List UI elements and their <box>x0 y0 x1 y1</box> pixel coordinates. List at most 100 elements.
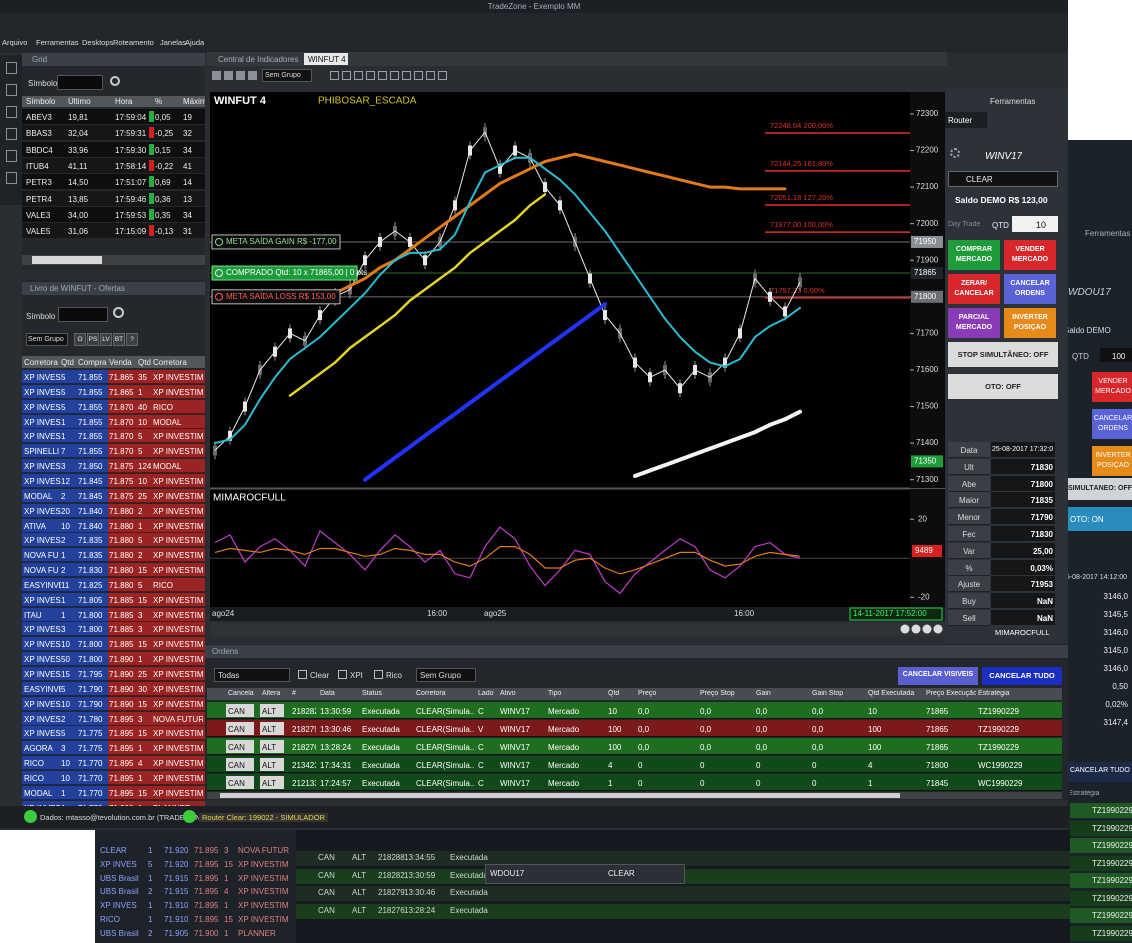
toolbar-icon[interactable] <box>6 62 17 74</box>
order-cell[interactable]: ALT <box>262 779 288 789</box>
symbol-input[interactable] <box>58 307 108 322</box>
order-cell[interactable]: ALT <box>262 707 288 717</box>
order-button-label[interactable]: POSIÇÃO <box>1004 324 1056 332</box>
back-book-cell: 71.920 <box>164 846 188 856</box>
order-button[interactable] <box>948 274 1000 304</box>
menu-item[interactable]: Ajuda <box>185 38 204 47</box>
order-cell[interactable]: CAN <box>228 707 258 717</box>
chart-tab[interactable]: Central de Indicadores <box>214 55 303 65</box>
order-button-label[interactable]: CANCELAR <box>1004 280 1056 288</box>
order-button-label[interactable]: COMPRAR <box>948 246 1000 254</box>
book-cell: 71.885 <box>109 640 137 650</box>
order-button-label[interactable]: VENDER <box>1004 246 1056 254</box>
router-tab-label[interactable]: Router <box>948 116 972 126</box>
menu-item[interactable]: Arquivo <box>2 38 27 47</box>
order-cell[interactable]: ALT <box>262 743 288 753</box>
order-button-label[interactable]: MERCADO <box>1004 256 1056 264</box>
order-cell: TZ1990229 <box>978 743 1058 753</box>
order-button-label[interactable]: MERCADO <box>948 256 1000 264</box>
back-button[interactable] <box>1092 372 1132 402</box>
toolbar-icon[interactable] <box>6 150 17 162</box>
search-icon[interactable] <box>113 307 124 318</box>
book-cell: 71.890 <box>109 655 137 665</box>
chart-tab[interactable]: WINFUT 4 <box>308 55 346 65</box>
back-button[interactable] <box>1092 409 1132 439</box>
qty-value: 10 <box>1030 220 1046 231</box>
order-cell[interactable]: ALT <box>262 761 288 771</box>
tool-icon[interactable] <box>212 71 221 80</box>
tool-icon[interactable] <box>224 71 233 80</box>
order-button-label[interactable]: ZERAR/ <box>948 280 1000 288</box>
tool-icon[interactable] <box>438 71 447 80</box>
tool-icon[interactable] <box>390 71 399 80</box>
back-button[interactable] <box>1092 446 1132 476</box>
book-cell: 3 <box>61 462 77 472</box>
order-button-label[interactable]: CANCELAR <box>948 290 1000 298</box>
info-label: Data <box>950 446 988 456</box>
tool-icon[interactable] <box>354 71 363 80</box>
menu-item[interactable]: Janelas <box>160 38 186 47</box>
tool-icon[interactable] <box>342 71 351 80</box>
order-cell: 218276 <box>292 743 316 753</box>
toolbar-icon[interactable] <box>6 84 17 96</box>
order-cell[interactable]: CAN <box>228 743 258 753</box>
tool-icon[interactable] <box>426 71 435 80</box>
nav-button[interactable] <box>934 625 943 634</box>
checkbox-label[interactable]: Clear <box>310 671 329 681</box>
order-cell[interactable]: ALT <box>262 725 288 735</box>
nav-button[interactable] <box>901 625 910 634</box>
symbol-input[interactable] <box>57 75 103 90</box>
tool-icon[interactable] <box>414 71 423 80</box>
toolbar-icon[interactable] <box>6 106 17 118</box>
order-button-label[interactable]: MERCADO <box>948 324 1000 332</box>
back-book-cell: 71.915 <box>164 874 188 884</box>
broker-select[interactable] <box>948 171 1058 187</box>
balance: Saldo DEMO R$ 123,00 <box>955 195 1048 205</box>
cancel-visible-label[interactable]: CANCELAR VISÍVEIS <box>898 671 978 679</box>
toolbar-icon[interactable] <box>6 128 17 140</box>
book-cell: 5 <box>138 536 153 546</box>
checkbox[interactable] <box>298 670 307 679</box>
checkbox[interactable] <box>338 670 347 679</box>
tool-icon[interactable] <box>402 71 411 80</box>
tool-icon[interactable] <box>248 71 257 80</box>
checkbox[interactable] <box>374 670 383 679</box>
sub-plot-area <box>210 490 910 607</box>
tool-icon[interactable] <box>330 71 339 80</box>
book-cell: XP INVESTIM <box>153 759 203 769</box>
order-cell[interactable]: CAN <box>228 761 258 771</box>
gear-icon[interactable] <box>950 148 960 158</box>
menu-item[interactable]: Ferramentas <box>36 38 79 47</box>
checkbox-label[interactable]: XPI <box>350 671 363 681</box>
nav-button[interactable] <box>923 625 932 634</box>
info-label: Ajuste <box>950 580 988 590</box>
cancel-all-label[interactable]: CANCELAR TUDO <box>982 671 1062 680</box>
order-button[interactable] <box>1004 274 1056 304</box>
order-button[interactable] <box>948 308 1000 338</box>
tool-icon[interactable] <box>378 71 387 80</box>
day-trade[interactable]: Day Trade <box>948 221 980 229</box>
menu-item[interactable]: Desktops <box>82 38 113 47</box>
column-header: Status <box>362 690 412 698</box>
order-button-label[interactable]: ORDENS <box>1004 290 1056 298</box>
tool-icon[interactable] <box>366 71 375 80</box>
order-button-label[interactable]: PARCIAL <box>948 314 1000 322</box>
stop-label[interactable]: STOP SIMULTÂNEO: OFF <box>948 350 1058 359</box>
order-button[interactable] <box>1004 308 1056 338</box>
search-icon[interactable] <box>110 76 120 86</box>
toolbar-icon[interactable] <box>6 172 17 184</box>
book-cell: XP INVES <box>24 432 61 442</box>
order-button[interactable] <box>1004 240 1056 270</box>
oto-label[interactable]: OTO: OFF <box>948 382 1058 391</box>
order-button-label[interactable]: INVERTER <box>1004 314 1056 322</box>
order-cell[interactable]: CAN <box>228 725 258 735</box>
order-button[interactable] <box>948 240 1000 270</box>
menu-item[interactable]: Roteamento <box>113 38 154 47</box>
order-cell: 0 <box>700 779 752 789</box>
table-cell: BBDC4 <box>26 146 66 156</box>
book-cell: 71.800 <box>78 625 108 635</box>
tool-icon[interactable] <box>236 71 245 80</box>
nav-button[interactable] <box>912 625 921 634</box>
checkbox-label[interactable]: Rico <box>386 671 402 681</box>
order-cell[interactable]: CAN <box>228 779 258 789</box>
